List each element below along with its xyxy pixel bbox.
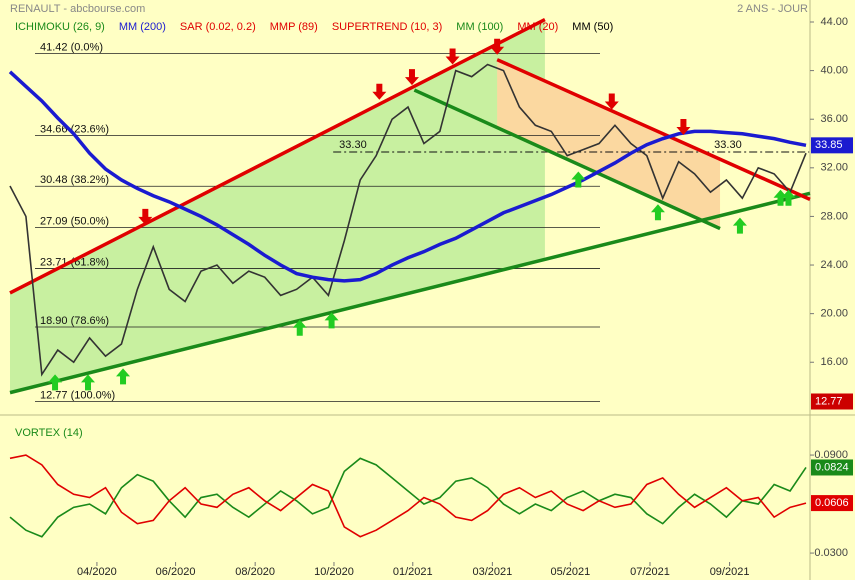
- buy-arrow: [116, 368, 131, 385]
- buy-arrow: [773, 189, 788, 206]
- x-tick-label: 03/2021: [472, 566, 512, 578]
- legend-entry: SAR (0.02, 0.2): [180, 21, 256, 33]
- sell-arrow: [490, 38, 505, 55]
- value-box-label: 33.85: [815, 139, 843, 151]
- buy-arrow: [48, 374, 63, 391]
- fib-label: 41.42 (0.0%): [40, 41, 103, 53]
- legend-entry: MMP (89): [270, 21, 318, 33]
- fib-label: 18.90 (78.6%): [40, 315, 109, 327]
- y-tick-label: 0.0900: [814, 449, 848, 461]
- x-tick-label: 01/2021: [393, 566, 433, 578]
- value-box: [811, 495, 853, 512]
- y-tick-label: 28.00: [820, 210, 848, 222]
- fib-label: 23.71 (61.8%): [40, 256, 109, 268]
- sell-arrow: [445, 48, 460, 65]
- value-box: [811, 393, 853, 410]
- buy-arrow: [732, 217, 747, 234]
- trendline: [9, 18, 546, 295]
- value-box-label: 12.77: [815, 395, 843, 407]
- sell-arrow: [372, 83, 387, 100]
- legend-entry: SUPERTREND (10, 3): [332, 21, 442, 33]
- buy-arrow: [571, 171, 586, 188]
- trendline: [9, 191, 811, 395]
- x-tick-label: 05/2021: [551, 566, 591, 578]
- line-series: [9, 63, 807, 377]
- line-series: [9, 454, 807, 538]
- fib-label: 27.09 (50.0%): [40, 215, 109, 227]
- legend-entry: MM (200): [119, 21, 166, 33]
- legend-entry: MM (50): [572, 21, 613, 33]
- buy-arrow: [650, 204, 665, 221]
- line-series: [8, 70, 807, 283]
- legend-entry: MM (100): [456, 21, 503, 33]
- trendline: [496, 58, 811, 202]
- x-tick-label: 04/2020: [77, 566, 117, 578]
- legend-entry: MM (20): [517, 21, 558, 33]
- y-tick-label: 24.00: [820, 259, 848, 271]
- y-tick-label: 44.00: [820, 16, 848, 28]
- y-tick-label: 16.00: [820, 356, 848, 368]
- buy-arrow: [781, 189, 796, 206]
- fib-label: 30.48 (38.2%): [40, 174, 109, 186]
- value-box: [811, 459, 853, 476]
- pattern-area: [497, 59, 721, 229]
- buy-arrow: [324, 312, 339, 329]
- trendline: [413, 88, 721, 231]
- x-tick-label: 09/2021: [710, 566, 750, 578]
- value-box-label: 0.0606: [815, 497, 849, 509]
- x-tick-label: 06/2020: [156, 566, 196, 578]
- level-label: 33.30: [714, 139, 742, 151]
- buy-arrow: [81, 374, 96, 391]
- legend-entry: ICHIMOKU (26, 9): [15, 21, 105, 33]
- chart-subtitle: 2 ANS - JOUR: [737, 3, 808, 15]
- y-tick-label: 36.00: [820, 113, 848, 125]
- value-box-label: 0.0824: [815, 461, 849, 473]
- sell-arrow: [138, 208, 153, 225]
- x-tick-label: 10/2020: [314, 566, 354, 578]
- y-tick-label: 32.00: [820, 162, 848, 174]
- y-tick-label: 0.0300: [814, 547, 848, 559]
- chart-title: RENAULT - abcbourse.com: [10, 3, 145, 15]
- fib-label: 12.77 (100.0%): [40, 389, 115, 401]
- sell-arrow: [676, 119, 691, 136]
- sell-arrow: [404, 69, 419, 86]
- level-label: 33.30: [339, 139, 367, 151]
- x-tick-label: 07/2021: [630, 566, 670, 578]
- line-series: [9, 457, 807, 538]
- x-tick-label: 08/2020: [235, 566, 275, 578]
- value-box: [811, 137, 853, 154]
- y-tick-label: 40.00: [820, 65, 848, 77]
- y-tick-label: 20.00: [820, 308, 848, 320]
- buy-arrow: [292, 319, 307, 336]
- panel-title: VORTEX (14): [15, 427, 83, 439]
- sell-arrow: [604, 93, 619, 110]
- fib-label: 34.66 (23.6%): [40, 123, 109, 135]
